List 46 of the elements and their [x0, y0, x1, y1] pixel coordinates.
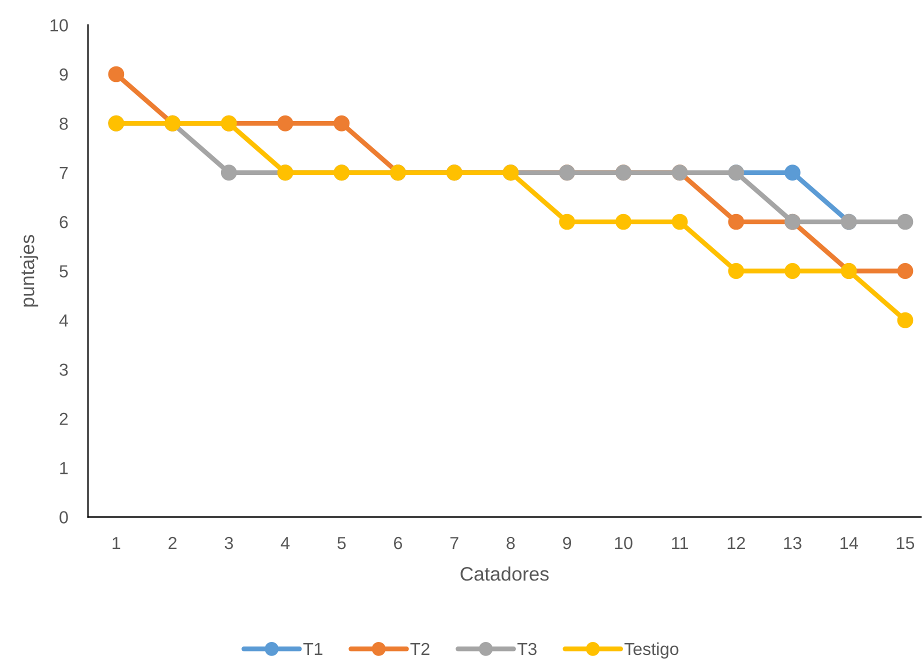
y-tick-label: 1	[60, 462, 68, 474]
point	[277, 115, 294, 132]
x-tick-label: 11	[672, 537, 688, 550]
y-tick-label: 5	[60, 265, 68, 278]
y-tick-label: 3	[60, 364, 68, 376]
y-tick-label: 8	[60, 118, 68, 130]
x-tick-label: 5	[337, 537, 346, 550]
point	[220, 164, 237, 181]
point	[728, 263, 744, 279]
x-tick-label: 15	[896, 537, 914, 550]
x-tick-label: 7	[450, 537, 458, 550]
point	[784, 263, 800, 279]
x-tick-label: 9	[563, 536, 572, 550]
x-tick-label: 10	[615, 536, 632, 550]
legend-label: T3	[517, 642, 537, 656]
y-tick-label: 0	[60, 511, 68, 524]
y-tick-label: 9	[60, 68, 68, 81]
legend-label: T2	[410, 642, 430, 655]
x-tick-label: 1	[112, 537, 120, 550]
x-tick-label: 2	[168, 536, 176, 550]
point	[559, 214, 576, 230]
point	[728, 214, 744, 230]
y-axis-title: puntajes	[20, 234, 38, 306]
point	[672, 214, 688, 230]
point	[334, 115, 350, 132]
point	[897, 263, 914, 279]
x-tick-label: 13	[784, 536, 802, 550]
x-axis-title: Catadores	[460, 566, 549, 581]
x-tick-label: 6	[394, 536, 402, 550]
y-tick-label: 2	[60, 412, 68, 425]
x-tick-label: 12	[728, 536, 745, 550]
y-tick-label: 7	[60, 166, 68, 179]
x-tick-label: 8	[506, 536, 515, 550]
y-tick-label: 4	[59, 314, 68, 326]
y-tick-label: 10	[50, 19, 68, 32]
point	[108, 66, 124, 82]
x-tick-label: 3	[224, 536, 233, 550]
legend-label: T1	[303, 643, 322, 655]
legend-label: Testigo	[624, 642, 678, 659]
point	[897, 312, 914, 328]
point	[615, 214, 632, 230]
x-tick-label: 4	[280, 537, 290, 550]
point	[897, 214, 914, 230]
point	[784, 164, 800, 181]
x-tick-label: 14	[840, 537, 858, 550]
y-tick-label: 6	[60, 216, 68, 228]
